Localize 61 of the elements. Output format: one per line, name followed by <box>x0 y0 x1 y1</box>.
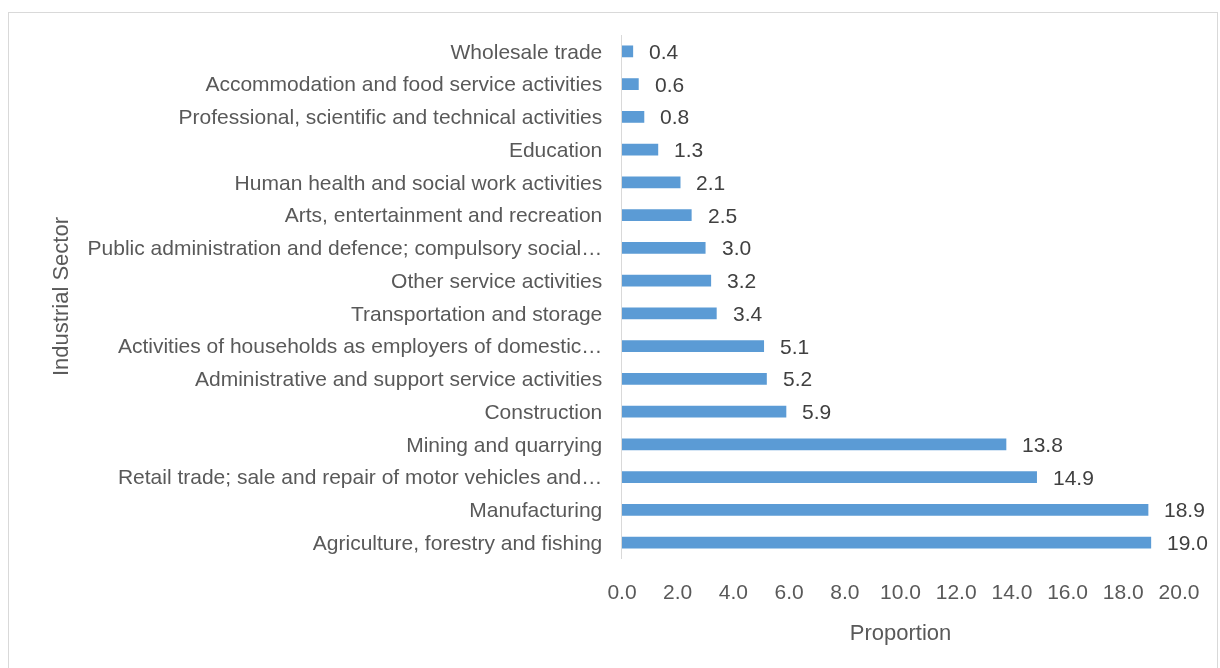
data-label: 0.4 <box>649 40 679 63</box>
y-tick-label: Public administration and defence; compulsory social… <box>87 236 603 260</box>
x-tick-label: 20.0 <box>1158 580 1200 603</box>
bar <box>622 241 706 254</box>
y-tick-label: Education <box>508 137 603 161</box>
data-label: 0.6 <box>655 73 685 96</box>
data-label: 5.9 <box>802 400 832 423</box>
data-label: 2.5 <box>708 204 738 227</box>
y-tick-label: Retail trade; sale and repair of motor vehicles and… <box>117 465 603 489</box>
data-label: 5.1 <box>780 335 810 358</box>
bar <box>622 307 717 320</box>
bar <box>622 536 1152 549</box>
bar <box>622 438 1007 451</box>
y-tick-label: Arts, entertainment and recreation <box>284 203 603 227</box>
bar <box>622 209 692 222</box>
y-tick-label: Activities of households as employers of domestic… <box>117 334 603 358</box>
data-label: 3.4 <box>733 302 763 325</box>
y-tick-label: Administrative and support service activities <box>194 367 603 391</box>
x-tick-label: 14.0 <box>991 580 1033 603</box>
data-label: 5.2 <box>783 367 813 390</box>
bar <box>622 372 767 385</box>
y-tick-label: Accommodation and food service activities <box>205 72 603 96</box>
bar <box>622 503 1149 516</box>
bar <box>622 143 659 156</box>
bar <box>622 471 1037 484</box>
x-tick-label: 0.0 <box>607 580 637 603</box>
bar <box>622 176 681 189</box>
bar <box>622 45 634 58</box>
y-tick-label: Transportation and storage <box>350 301 603 325</box>
x-tick-label: 18.0 <box>1102 580 1144 603</box>
y-tick-label: Manufacturing <box>469 498 603 522</box>
data-label: 14.9 <box>1053 466 1094 489</box>
data-label: 19.0 <box>1167 531 1208 554</box>
x-tick-label: 2.0 <box>663 580 693 603</box>
data-label: 1.3 <box>674 138 704 161</box>
y-tick-label: Human health and social work activities <box>234 170 603 194</box>
x-tick-label: 10.0 <box>880 580 921 603</box>
x-axis-title: Proportion <box>849 619 952 645</box>
bar <box>622 340 765 353</box>
x-tick-label: 6.0 <box>774 580 804 603</box>
data-label: 0.8 <box>660 105 690 128</box>
y-tick-label: Construction <box>484 399 603 423</box>
bar <box>622 78 639 91</box>
y-tick-label: Other service activities <box>391 268 603 292</box>
bar <box>622 405 787 418</box>
data-label: 2.1 <box>696 171 726 194</box>
x-tick-label: 4.0 <box>718 580 748 603</box>
y-tick-label: Agriculture, forestry and fishing <box>312 530 603 554</box>
bar <box>622 274 712 287</box>
y-tick-label: Wholesale trade <box>450 39 603 63</box>
x-tick-label: 16.0 <box>1047 580 1089 603</box>
bar <box>622 110 645 123</box>
x-tick-label: 12.0 <box>935 580 977 603</box>
data-label: 13.8 <box>1022 433 1063 456</box>
y-tick-label: Professional, scientific and technical activities <box>178 105 603 129</box>
data-label: 3.0 <box>722 236 752 259</box>
data-label: 3.2 <box>727 269 757 292</box>
y-tick-label: Mining and quarrying <box>406 432 603 456</box>
x-tick-label: 8.0 <box>830 580 860 603</box>
y-axis-title: Industrial Sector <box>48 217 73 376</box>
data-label: 18.9 <box>1164 498 1205 521</box>
